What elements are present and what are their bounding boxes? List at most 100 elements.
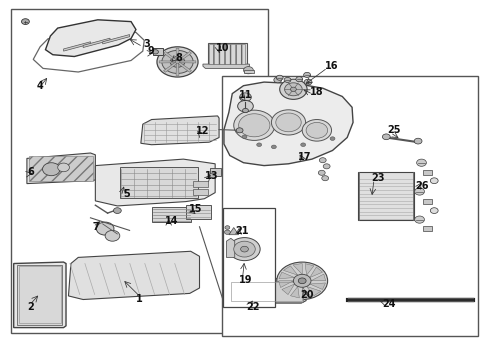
Circle shape (271, 145, 276, 149)
Bar (230, 282, 301, 301)
Circle shape (413, 138, 421, 144)
Text: 7: 7 (92, 222, 99, 232)
Bar (29, 156, 93, 181)
Circle shape (414, 188, 424, 195)
Circle shape (105, 230, 120, 241)
Text: 15: 15 (188, 204, 202, 214)
Bar (222, 76, 477, 336)
Circle shape (271, 110, 305, 135)
Polygon shape (278, 281, 293, 288)
Text: 19: 19 (238, 275, 252, 285)
Bar (17, 265, 62, 325)
Circle shape (329, 137, 334, 140)
Circle shape (276, 75, 283, 80)
Polygon shape (102, 35, 129, 44)
Text: 8: 8 (175, 53, 182, 63)
Polygon shape (225, 278, 305, 303)
Polygon shape (178, 51, 191, 62)
Text: 12: 12 (196, 126, 209, 136)
Circle shape (224, 230, 230, 234)
Circle shape (152, 50, 158, 54)
Text: 21: 21 (234, 226, 248, 236)
Text: 25: 25 (386, 125, 400, 135)
Circle shape (42, 163, 60, 176)
Text: 2: 2 (27, 302, 34, 312)
Bar (19, 266, 61, 323)
Polygon shape (45, 20, 136, 57)
Polygon shape (278, 272, 294, 279)
Bar (423, 170, 431, 175)
Bar (423, 226, 431, 231)
Circle shape (237, 100, 253, 112)
Circle shape (275, 113, 301, 132)
Text: 6: 6 (27, 167, 34, 177)
Polygon shape (176, 48, 179, 60)
Circle shape (113, 208, 121, 213)
Bar (209, 44, 245, 64)
Polygon shape (63, 42, 90, 51)
Circle shape (228, 238, 260, 261)
Circle shape (256, 143, 261, 147)
Polygon shape (163, 51, 177, 62)
Circle shape (240, 246, 248, 252)
Polygon shape (68, 251, 199, 300)
Circle shape (238, 114, 269, 137)
Polygon shape (226, 238, 234, 257)
Circle shape (429, 208, 437, 213)
Circle shape (295, 77, 302, 82)
Circle shape (303, 72, 310, 77)
Circle shape (58, 163, 69, 172)
Polygon shape (95, 159, 215, 206)
Polygon shape (83, 38, 110, 48)
Text: 16: 16 (324, 60, 338, 71)
Polygon shape (306, 287, 320, 296)
Circle shape (233, 241, 255, 257)
Circle shape (242, 135, 246, 139)
Polygon shape (159, 61, 175, 63)
Circle shape (304, 79, 311, 85)
Circle shape (276, 262, 327, 300)
Bar (210, 168, 221, 176)
Circle shape (300, 143, 305, 147)
Text: 20: 20 (300, 290, 313, 300)
Circle shape (293, 274, 310, 287)
Bar (185, 205, 211, 219)
Circle shape (429, 178, 437, 184)
Circle shape (319, 158, 325, 163)
Polygon shape (203, 64, 249, 68)
Bar (151, 207, 190, 222)
Circle shape (284, 77, 290, 82)
Polygon shape (179, 61, 196, 63)
Circle shape (298, 278, 305, 284)
Text: 23: 23 (370, 173, 384, 183)
Bar (357, 172, 413, 220)
Circle shape (414, 216, 424, 223)
Circle shape (305, 122, 327, 138)
Circle shape (302, 120, 331, 141)
Circle shape (243, 67, 253, 74)
Polygon shape (281, 284, 294, 294)
Polygon shape (310, 274, 325, 281)
Circle shape (170, 57, 184, 67)
Text: 10: 10 (215, 42, 229, 53)
Text: 26: 26 (414, 181, 427, 192)
Text: 24: 24 (381, 299, 395, 309)
Polygon shape (163, 62, 177, 72)
Circle shape (157, 47, 198, 77)
Bar (193, 189, 207, 195)
Circle shape (162, 50, 193, 73)
Bar (223, 208, 274, 307)
Circle shape (236, 128, 243, 133)
Text: 4: 4 (37, 81, 43, 91)
Polygon shape (141, 116, 219, 145)
Bar (244, 70, 254, 73)
Circle shape (273, 77, 281, 83)
Circle shape (323, 164, 329, 169)
Bar (423, 199, 431, 204)
Circle shape (21, 19, 29, 24)
Bar (207, 43, 246, 65)
Polygon shape (309, 267, 322, 278)
Circle shape (321, 176, 328, 181)
Circle shape (242, 108, 248, 113)
Circle shape (284, 83, 302, 96)
